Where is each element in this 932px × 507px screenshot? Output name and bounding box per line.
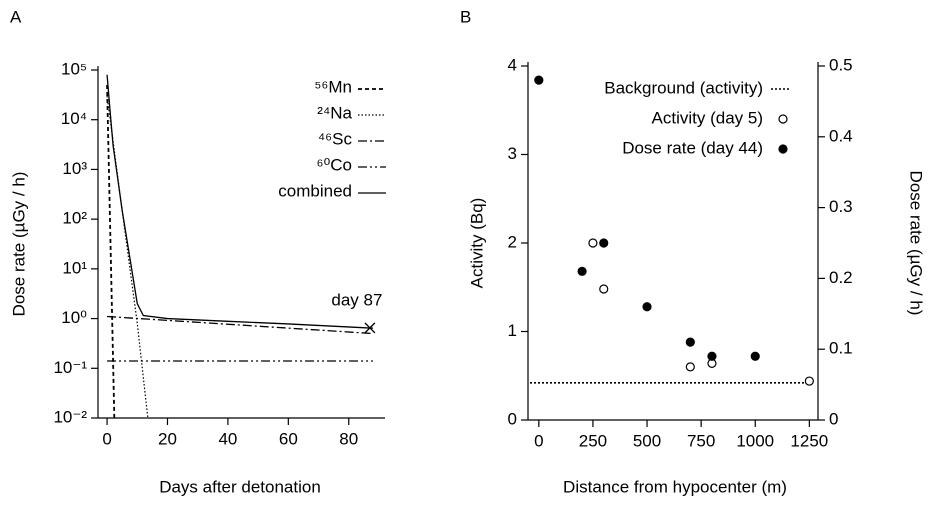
- y-axis-title: Dose rate (µGy / h): [9, 172, 28, 317]
- legend-label: Activity (day 5): [652, 108, 763, 127]
- x-tick-label: 500: [633, 431, 661, 450]
- y-tick-label: 10⁵: [61, 59, 87, 78]
- data-point: [599, 284, 609, 294]
- plot-area: [106, 74, 373, 419]
- legend-swatch: [778, 144, 788, 154]
- panel-label: A: [10, 7, 22, 26]
- x-tick-label: 60: [279, 429, 298, 448]
- data-point: [804, 376, 814, 386]
- y2-tick-label: 0.5: [829, 55, 853, 74]
- legend-label: ⁶⁰Co: [316, 155, 352, 174]
- data-point: [707, 351, 717, 361]
- legend-label: Background (activity): [604, 78, 763, 97]
- y2-tick-label: 0.3: [829, 197, 853, 216]
- y-tick-label: 10⁰: [61, 308, 87, 327]
- x-tick-label: 0: [534, 431, 543, 450]
- data-point: [588, 238, 598, 248]
- data-point: [750, 351, 760, 361]
- legend-label: Dose rate (day 44): [622, 138, 763, 157]
- y2-tick-label: 0.4: [829, 126, 853, 145]
- panel-a: A 0 20 40 60 80 10⁻² 10⁻¹ 10⁰ 10¹ 10² 10³ 10⁴ 10⁵ Days…: [9, 7, 386, 496]
- y2-axis-title: Dose rate (µGy / h): [907, 171, 926, 316]
- y-tick-label: 10⁻¹: [53, 358, 87, 377]
- x-tick-label: 750: [687, 431, 715, 450]
- y-tick-label: 10³: [62, 159, 87, 178]
- y2-tick-label: 0.2: [829, 268, 853, 287]
- panel-label: B: [460, 7, 471, 26]
- x-tick-label: 80: [339, 429, 358, 448]
- y-tick-label: 10¹: [62, 258, 87, 277]
- annotation-marker: [364, 322, 376, 334]
- panel-b: B0 250 500 750 1000 12500123400.10.20.30.40.5…: [460, 7, 926, 496]
- legend-label: ⁵⁶Mn: [314, 77, 352, 96]
- x-axis-title: Days after detonation: [159, 477, 321, 496]
- y-tick-label: 2: [508, 232, 517, 251]
- data-point: [642, 302, 652, 312]
- data-point: [685, 337, 695, 347]
- legend-label: combined: [278, 181, 352, 200]
- y-tick-label: 0: [508, 409, 517, 428]
- series-line: [106, 74, 373, 329]
- annotation: day 87: [331, 290, 382, 309]
- data-point: [577, 266, 587, 276]
- legend-swatch: [778, 114, 788, 124]
- legend-label: ⁴⁶Sc: [318, 129, 353, 148]
- y-tick-label: 4: [508, 55, 517, 74]
- x-tick-label: 250: [579, 431, 607, 450]
- y-axis-title: Activity (Bq): [467, 198, 486, 289]
- y2-tick-label: 0.1: [829, 339, 853, 358]
- x-tick-label: 20: [158, 429, 177, 448]
- y-tick-label: 3: [508, 144, 517, 163]
- y2-tick-label: 0: [829, 409, 838, 428]
- series-line: [106, 95, 149, 419]
- x-tick-label: 40: [218, 429, 237, 448]
- series-line: [107, 315, 373, 335]
- data-point: [599, 238, 609, 248]
- y-tick-label: 1: [508, 321, 517, 340]
- data-point: [685, 362, 695, 372]
- x-axis-title: Distance from hypocenter (m): [563, 477, 787, 496]
- series-line: [106, 84, 116, 419]
- y-tick-label: 10²: [62, 209, 87, 228]
- x-tick-label: 1250: [790, 431, 828, 450]
- x-tick-label: 0: [102, 429, 111, 448]
- y-tick-label: 10⁴: [61, 109, 87, 128]
- x-tick-label: 1000: [736, 431, 774, 450]
- data-point: [534, 75, 544, 85]
- y-tick-label: 10⁻²: [53, 407, 87, 426]
- legend-label: ²⁴Na: [317, 103, 352, 122]
